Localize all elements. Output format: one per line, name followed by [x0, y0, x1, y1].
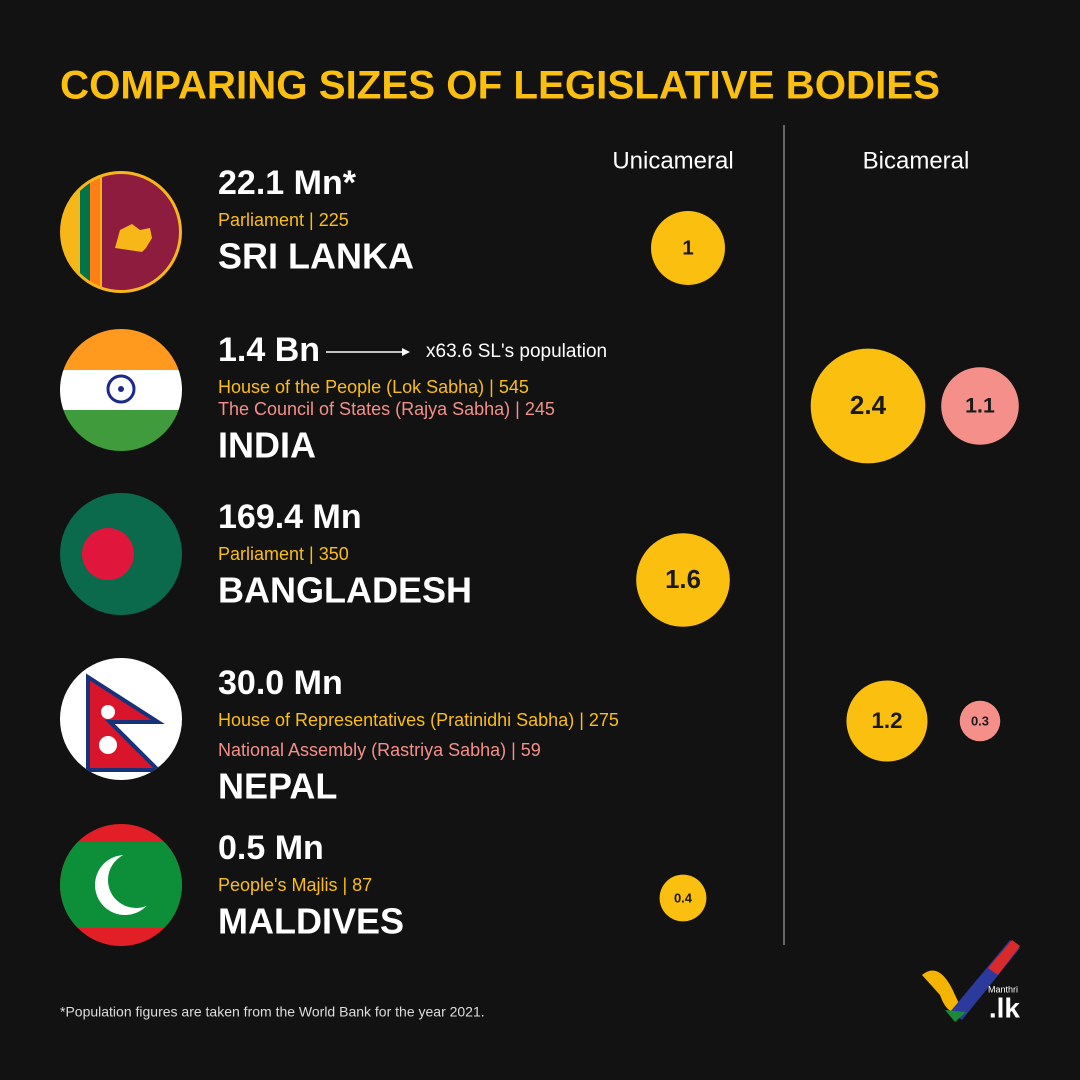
country-name: MALDIVES [218, 901, 404, 942]
population: 0.5 Mn [218, 829, 324, 867]
house-label: Parliament | 225 [218, 210, 349, 230]
house-label: People's Majlis | 87 [218, 875, 372, 895]
house-label: The Council of States (Rajya Sabha) | 24… [218, 399, 555, 419]
population: 1.4 Bn [218, 331, 320, 369]
logo-big: .lk [989, 992, 1021, 1023]
bubble-label: 1 [682, 237, 693, 259]
bubble [651, 211, 725, 285]
flag [60, 493, 182, 615]
population: 22.1 Mn* [218, 164, 357, 202]
bubble [941, 367, 1019, 445]
population: 30.0 Mn [218, 664, 343, 702]
logo: Manthri .lk [922, 940, 1020, 1023]
house-label: House of Representatives (Pratinidhi Sab… [218, 710, 619, 730]
logo-small: Manthri [988, 984, 1018, 994]
flag [60, 658, 182, 780]
column-header: Bicameral [863, 147, 970, 174]
bubble [659, 874, 707, 922]
bubble-label: 1.1 [965, 394, 995, 418]
footnote: *Population figures are taken from the W… [60, 1004, 485, 1020]
flag [60, 171, 182, 293]
country-name: SRI LANKA [218, 236, 414, 277]
house-label: House of the People (Lok Sabha) | 545 [218, 377, 529, 397]
country-name: BANGLADESH [218, 570, 472, 611]
column-header: Unicameral [612, 147, 733, 174]
bubble [846, 680, 928, 762]
bubble-label: 0.4 [674, 890, 693, 905]
arrow-head [402, 348, 410, 356]
bubble-label: 0.3 [971, 713, 989, 728]
bubble [636, 533, 730, 627]
house-label: National Assembly (Rastriya Sabha) | 59 [218, 740, 541, 760]
flag [60, 824, 182, 946]
bubble [959, 700, 1001, 742]
bubble-label: 1.6 [665, 566, 701, 594]
bubble [810, 348, 926, 464]
title: COMPARING SIZES OF LEGISLATIVE BODIES [60, 64, 940, 108]
bubble-label: 1.2 [872, 708, 903, 733]
note: x63.6 SL's population [426, 341, 607, 362]
population: 169.4 Mn [218, 498, 362, 536]
country-name: NEPAL [218, 766, 337, 807]
house-label: Parliament | 350 [218, 544, 349, 564]
country-name: INDIA [218, 425, 316, 466]
bubble-label: 2.4 [850, 390, 887, 420]
